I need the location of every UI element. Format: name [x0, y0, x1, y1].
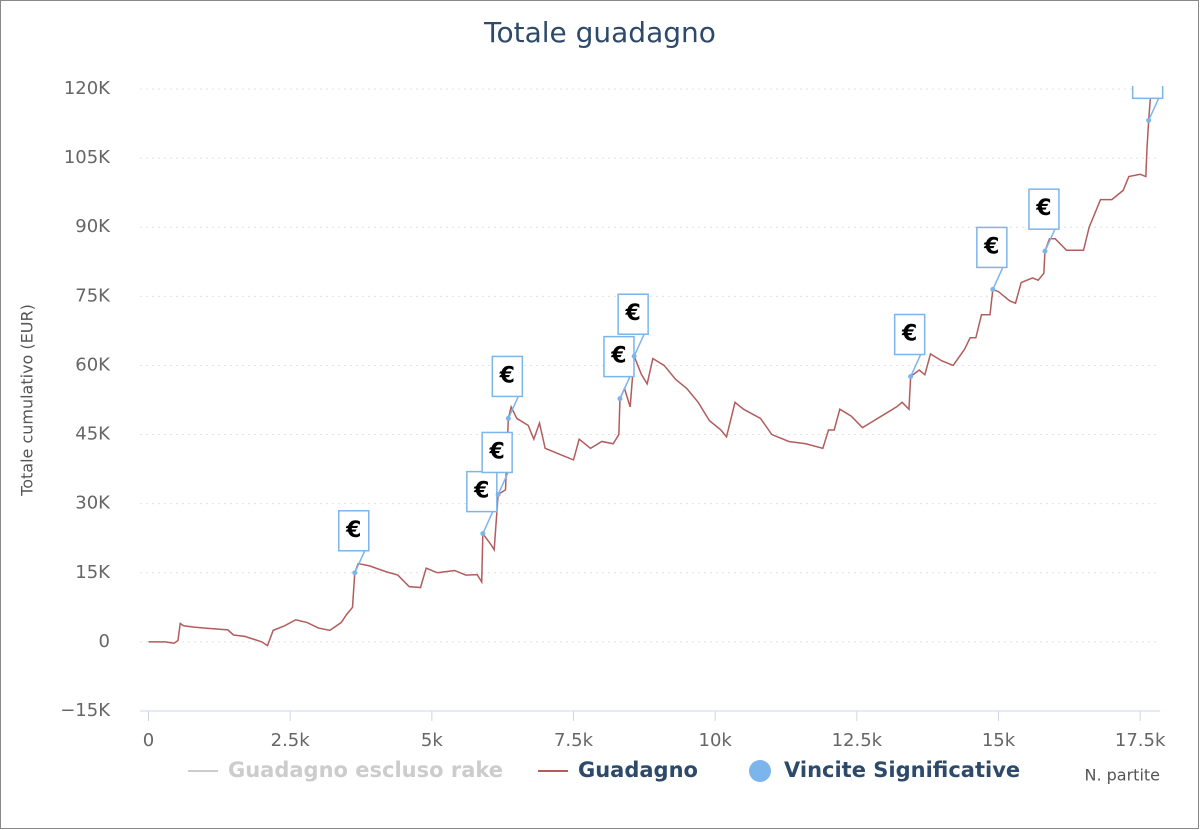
point	[1042, 248, 1048, 254]
flag-connector	[497, 472, 509, 495]
y-tick-label: 75K	[75, 285, 111, 306]
flag-label: €	[473, 479, 489, 504]
flag-connector	[992, 267, 1004, 290]
x-tick-label: 2.5k	[271, 730, 311, 751]
y-tick-label: 15K	[75, 562, 111, 583]
y-tick-label: 30K	[75, 493, 111, 514]
x-tick-label: 7.5k	[554, 730, 594, 751]
y-axis-label: Totale cumulativo (EUR)	[18, 304, 37, 497]
y-tick-label: 90K	[75, 216, 111, 237]
flag-connector	[507, 396, 520, 419]
flag-connector	[633, 333, 645, 357]
y-tick-label: 0	[99, 631, 110, 652]
flag-label: €	[1139, 65, 1155, 90]
plot: € € € € € € € € € €	[148, 65, 1164, 647]
flag-box	[603, 335, 635, 378]
point	[990, 286, 996, 292]
flag-connector	[354, 550, 366, 574]
flag-box	[893, 313, 926, 356]
x-tick-label: 15k	[982, 730, 1016, 751]
flag-box	[481, 431, 513, 474]
chart-title: Totale guadagno	[483, 16, 716, 49]
legend-label[interactable]: Vincite Significative	[784, 758, 1020, 782]
x-tick-label: 17.5k	[1115, 730, 1166, 751]
y-tick-label: 60K	[75, 354, 111, 375]
flag-box	[976, 226, 1008, 269]
flag-label: €	[345, 518, 361, 543]
point	[1146, 117, 1152, 123]
flag-connector	[1044, 228, 1056, 252]
x-tick-label: 5k	[421, 730, 443, 751]
point	[631, 353, 637, 359]
x-tick-label: 0	[143, 730, 154, 751]
point	[617, 396, 623, 402]
series-line	[148, 98, 1152, 647]
flag-box	[338, 510, 370, 552]
point	[908, 374, 914, 380]
flag-label: €	[488, 439, 504, 464]
legend-symbol	[749, 760, 771, 782]
point	[495, 491, 501, 497]
flag-label: €	[1035, 196, 1051, 221]
flag-label: €	[624, 301, 640, 326]
flag-connector	[1147, 98, 1160, 121]
flag-connector	[619, 376, 631, 399]
point	[505, 415, 511, 421]
flag-label: €	[983, 234, 999, 259]
flag-box	[1131, 86, 1164, 100]
y-tick-label: −15K	[60, 700, 111, 721]
flag-connector	[909, 354, 922, 377]
flag-label: €	[901, 322, 917, 347]
flag-box	[617, 293, 649, 335]
flag-label: €	[499, 363, 515, 388]
flag-connector	[482, 511, 494, 534]
point	[352, 570, 358, 576]
y-tick-label: 45K	[75, 424, 111, 445]
y-tick-label: 105K	[64, 147, 111, 168]
flag-label: €	[610, 344, 626, 369]
y-tick-label: 120K	[64, 78, 111, 99]
x-tick-label: 10k	[699, 730, 733, 751]
legend-label[interactable]: Guadagno escluso rake	[228, 758, 503, 782]
flag-box	[1028, 188, 1060, 230]
point	[480, 531, 486, 537]
flag-box	[491, 355, 524, 398]
legend-label[interactable]: Guadagno	[578, 758, 698, 782]
x-tick-label: 12.5k	[832, 730, 883, 751]
x-axis-label: N. partite	[1084, 766, 1160, 785]
